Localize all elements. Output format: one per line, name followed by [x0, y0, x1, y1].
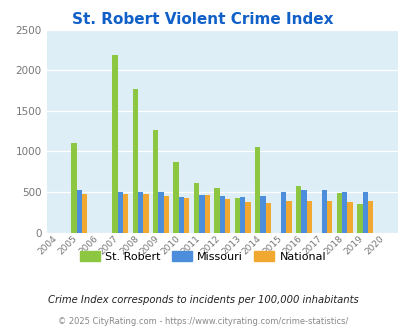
Bar: [204, 195, 209, 233]
Bar: [336, 193, 341, 233]
Bar: [117, 192, 123, 233]
Bar: [214, 188, 219, 233]
Bar: [347, 202, 352, 233]
Text: Crime Index corresponds to incidents per 100,000 inhabitants: Crime Index corresponds to incidents per…: [47, 295, 358, 305]
Bar: [143, 194, 148, 233]
Bar: [295, 186, 301, 233]
Bar: [183, 198, 189, 233]
Bar: [326, 201, 332, 233]
Bar: [306, 201, 311, 233]
Bar: [163, 196, 168, 233]
Bar: [265, 203, 271, 233]
Bar: [112, 55, 117, 233]
Bar: [224, 199, 230, 233]
Bar: [178, 197, 183, 233]
Bar: [153, 130, 158, 233]
Bar: [260, 196, 265, 233]
Bar: [194, 183, 199, 233]
Bar: [132, 89, 138, 233]
Bar: [219, 196, 224, 233]
Bar: [158, 192, 163, 233]
Bar: [321, 190, 326, 233]
Bar: [138, 192, 143, 233]
Bar: [77, 190, 82, 233]
Bar: [234, 198, 239, 233]
Bar: [286, 201, 291, 233]
Bar: [280, 192, 286, 233]
Bar: [362, 192, 367, 233]
Bar: [245, 202, 250, 233]
Bar: [341, 192, 347, 233]
Legend: St. Robert, Missouri, National: St. Robert, Missouri, National: [75, 247, 330, 267]
Bar: [254, 148, 260, 233]
Bar: [301, 190, 306, 233]
Bar: [82, 194, 87, 233]
Bar: [71, 143, 77, 233]
Bar: [239, 197, 245, 233]
Bar: [367, 201, 372, 233]
Bar: [356, 204, 362, 233]
Bar: [123, 194, 128, 233]
Bar: [199, 195, 204, 233]
Text: St. Robert Violent Crime Index: St. Robert Violent Crime Index: [72, 12, 333, 26]
Bar: [173, 162, 178, 233]
Text: © 2025 CityRating.com - https://www.cityrating.com/crime-statistics/: © 2025 CityRating.com - https://www.city…: [58, 317, 347, 326]
